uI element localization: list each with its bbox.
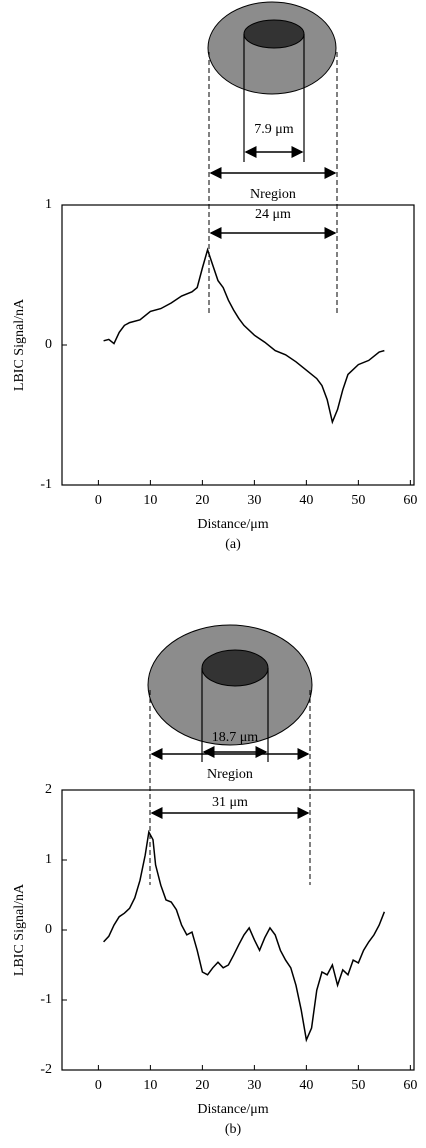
- x-tick-label: 10: [143, 1078, 157, 1093]
- x-tick-label: 40: [299, 493, 313, 508]
- data-line: [103, 247, 385, 425]
- annotation: Nregion: [207, 767, 253, 782]
- y-axis-label: LBIC Signal/nA: [12, 298, 27, 391]
- y-tick-label: -1: [40, 477, 52, 492]
- x-tick-label: 60: [403, 1078, 417, 1093]
- y-tick-label: -2: [40, 1062, 52, 1077]
- plot-frame: [61, 789, 415, 1071]
- x-axis-label: Distance/μm: [197, 517, 268, 532]
- y-tick-label: 1: [45, 197, 52, 212]
- panel-label: (b): [225, 1122, 242, 1137]
- y-tick-label: 0: [45, 337, 52, 352]
- panel-label: (a): [225, 537, 241, 552]
- x-tick-label: 30: [247, 493, 261, 508]
- x-tick-label: 20: [195, 1078, 209, 1093]
- data-line: [103, 829, 386, 1043]
- annotation: Nregion: [250, 187, 296, 202]
- x-tick-label: 50: [351, 493, 365, 508]
- x-tick-label: 40: [299, 1078, 313, 1093]
- x-tick-label: 10: [143, 493, 157, 508]
- x-tick-label: 50: [351, 1078, 365, 1093]
- x-tick-label: 30: [247, 1078, 261, 1093]
- x-axis-label: Distance/μm: [197, 1102, 268, 1117]
- y-tick-label: 0: [45, 922, 52, 937]
- x-tick-label: 60: [403, 493, 417, 508]
- annotation: 24 μm: [255, 207, 291, 222]
- annotation: 18.7 μm: [212, 730, 259, 745]
- x-tick-label: 0: [95, 493, 102, 508]
- plot-frame: [61, 204, 415, 486]
- x-tick-label: 20: [195, 493, 209, 508]
- y-tick-label: 1: [45, 852, 52, 867]
- diagram-b: [147, 624, 313, 885]
- y-axis-label: LBIC Signal/nA: [12, 883, 27, 976]
- x-tick-label: 0: [95, 1078, 102, 1093]
- y-tick-label: 2: [45, 782, 52, 797]
- diagram-a: [207, 1, 338, 315]
- y-tick-label: -1: [40, 992, 52, 1007]
- annotation: 31 μm: [212, 795, 248, 810]
- annotation: 7.9 μm: [254, 122, 294, 137]
